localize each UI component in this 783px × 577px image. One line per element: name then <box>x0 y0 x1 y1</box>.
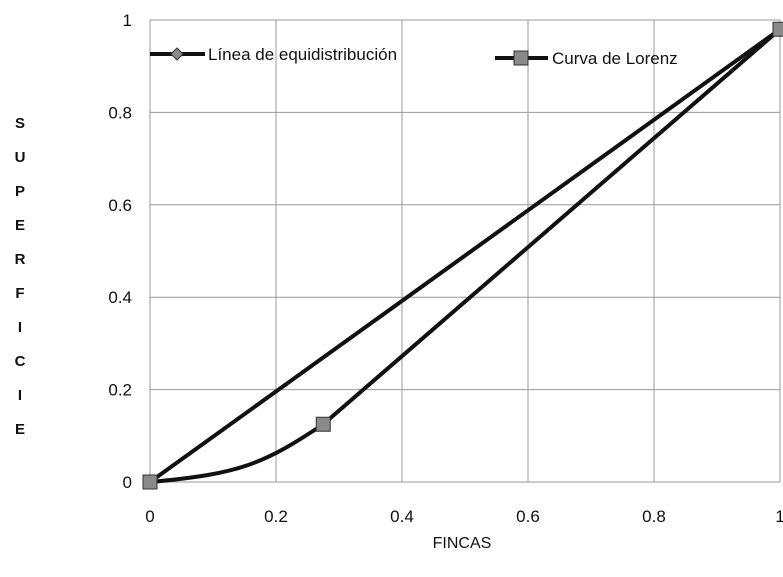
series-markers <box>142 21 783 490</box>
line-equidistribution <box>148 27 782 484</box>
lorenz-point-marker <box>772 21 783 37</box>
lorenz-point-marker <box>142 474 158 490</box>
legend-square-marker <box>513 50 529 66</box>
x-axis-title: FINCAS <box>433 535 492 552</box>
y-axis-title-letter: E <box>15 421 25 438</box>
y-tick-label: 0.6 <box>108 196 132 215</box>
y-tick-label: 1 <box>123 11 132 30</box>
y-tick-labels: 0 0.2 0.4 0.6 0.8 1 <box>108 11 132 492</box>
y-axis-title-letter: R <box>15 251 26 268</box>
grid <box>149 19 781 483</box>
x-tick-label: 0 <box>145 507 154 526</box>
y-axis-title-letter: U <box>15 149 26 166</box>
x-tick-label: 0.2 <box>264 507 288 526</box>
x-tick-labels: 0 0.2 0.4 0.6 0.8 1 <box>145 507 783 526</box>
legend-item-equidistribution: Línea de equidistribución <box>150 45 397 64</box>
legend-label-equidistribution: Línea de equidistribución <box>208 45 397 64</box>
y-axis-title-letter: S <box>15 115 25 132</box>
series-lines <box>148 27 782 484</box>
y-axis-title-letter: E <box>15 217 25 234</box>
legend-label-lorenz: Curva de Lorenz <box>552 49 678 68</box>
lorenz-point-marker <box>315 416 331 432</box>
x-tick-label: 0.8 <box>642 507 666 526</box>
y-axis-title-letter: F <box>15 285 24 302</box>
line-lorenz <box>149 27 782 484</box>
legend: Línea de equidistribución Curva de Loren… <box>150 45 678 68</box>
y-tick-label: 0.2 <box>108 381 132 400</box>
y-axis-title-letter: C <box>15 353 26 370</box>
y-axis-title-letter: I <box>18 387 22 404</box>
y-tick-label: 0 <box>123 473 132 492</box>
x-tick-label: 0.4 <box>390 507 414 526</box>
y-tick-label: 0.8 <box>108 103 132 122</box>
y-axis-title-letter: I <box>18 319 22 336</box>
y-tick-label: 0.4 <box>108 288 132 307</box>
x-tick-label: 0.6 <box>516 507 540 526</box>
y-axis-title-letter: P <box>15 183 25 200</box>
x-tick-label: 1 <box>775 507 783 526</box>
legend-item-lorenz: Curva de Lorenz <box>495 49 678 68</box>
legend-diamond-marker <box>170 47 184 61</box>
